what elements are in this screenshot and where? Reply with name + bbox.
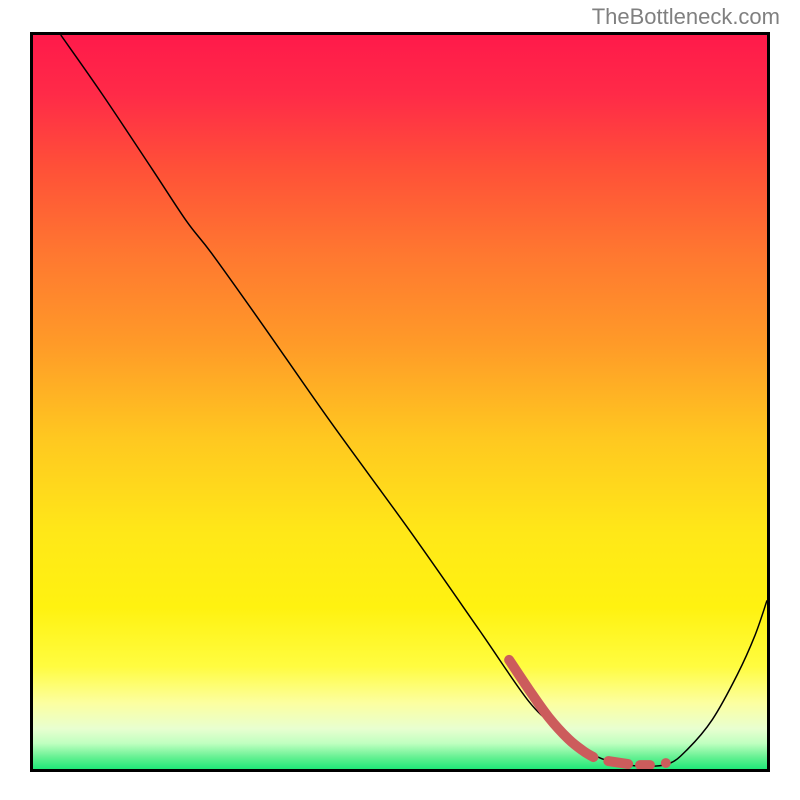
accent-curve-solid <box>509 660 593 757</box>
main-curve-line <box>61 35 767 766</box>
curve-overlay <box>33 35 767 769</box>
chart-area <box>30 32 770 772</box>
watermark-text: TheBottleneck.com <box>592 4 780 30</box>
accent-curve-dots <box>661 758 671 768</box>
accent-curve-dashes <box>608 761 650 765</box>
